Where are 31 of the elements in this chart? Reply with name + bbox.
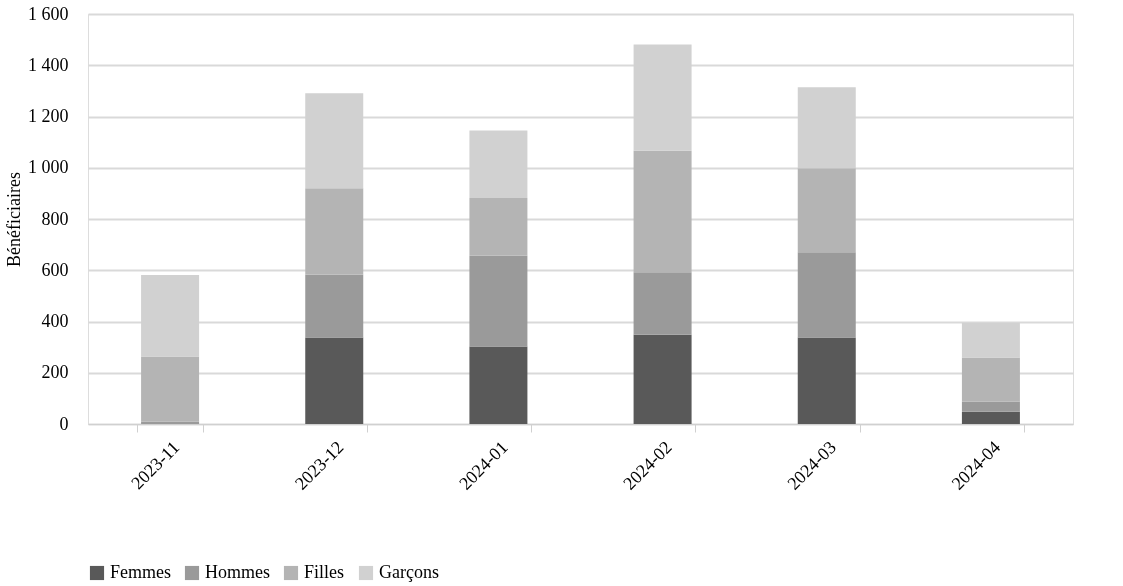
bar [797,252,856,338]
y-tick-label: 1 400 [28,54,69,75]
bar [961,357,1020,402]
bar [797,337,856,424]
y-tick-label: 1 200 [28,106,69,126]
legend-label: Garçons [379,562,439,582]
y-tick-label: 200 [41,362,69,383]
y-tick-label: 0 [59,413,69,434]
legend-label: Filles [304,562,345,582]
bar [469,346,528,424]
bar [469,255,528,347]
y-tick-label: 1 000 [28,157,69,178]
bar [797,168,856,253]
legend-label: Hommes [205,562,270,582]
legend-label: Femmes [110,562,171,582]
bar [305,188,364,275]
y-tick-label: 400 [41,311,69,331]
bar [633,334,692,424]
y-tick-label: 1 600 [28,3,69,24]
y-tick-label: 800 [41,208,69,229]
bar [305,274,364,338]
bar [469,197,528,256]
bar [961,411,1020,424]
bar [305,337,364,424]
bar [633,150,692,273]
y-tick-label: 600 [41,259,69,280]
bar [961,401,1020,412]
bar [633,272,692,335]
y-axis-title: Bénéficiaires [4,172,24,267]
bar [141,421,200,424]
bar [141,356,200,422]
